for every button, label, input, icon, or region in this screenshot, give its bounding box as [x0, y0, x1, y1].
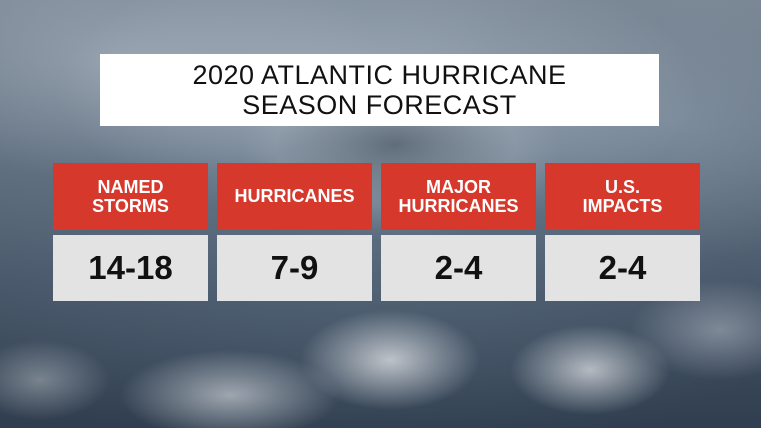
stat-value: 14-18	[88, 249, 173, 286]
title-line-1: 2020 ATLANTIC HURRICANE	[192, 60, 567, 90]
stat-card-major-hurricanes: MAJOR HURRICANES 2-4	[381, 163, 536, 301]
stat-label-line-1: U.S.	[604, 176, 640, 197]
stat-card-us-impacts: U.S. IMPACTS 2-4	[545, 163, 700, 301]
stat-value: 2-4	[434, 249, 483, 286]
stat-label-line-2: IMPACTS	[582, 195, 663, 216]
stat-card-header: MAJOR HURRICANES	[381, 163, 536, 230]
stat-value-box: 2-4	[381, 235, 536, 301]
stat-label-line-1: NAMED	[97, 176, 164, 197]
stat-label-line-1: MAJOR	[425, 176, 491, 197]
stat-card-named-storms: NAMED STORMS 14-18	[53, 163, 208, 301]
stat-label-line-2: STORMS	[92, 195, 169, 216]
stat-card-header: HURRICANES	[217, 163, 372, 230]
stat-label-line-2: HURRICANES	[398, 195, 519, 216]
stat-card-header: NAMED STORMS	[53, 163, 208, 230]
stat-value: 2-4	[598, 249, 647, 286]
stat-value: 7-9	[270, 249, 319, 286]
title-line-2: SEASON FORECAST	[242, 90, 517, 120]
stat-value-box: 2-4	[545, 235, 700, 301]
stat-card-hurricanes: HURRICANES 7-9	[217, 163, 372, 301]
stat-value-box: 7-9	[217, 235, 372, 301]
stat-label-line-1: HURRICANES	[234, 186, 355, 206]
forecast-title-box: 2020 ATLANTIC HURRICANE SEASON FORECAST	[100, 54, 659, 126]
stat-card-header: U.S. IMPACTS	[545, 163, 700, 230]
stat-value-box: 14-18	[53, 235, 208, 301]
